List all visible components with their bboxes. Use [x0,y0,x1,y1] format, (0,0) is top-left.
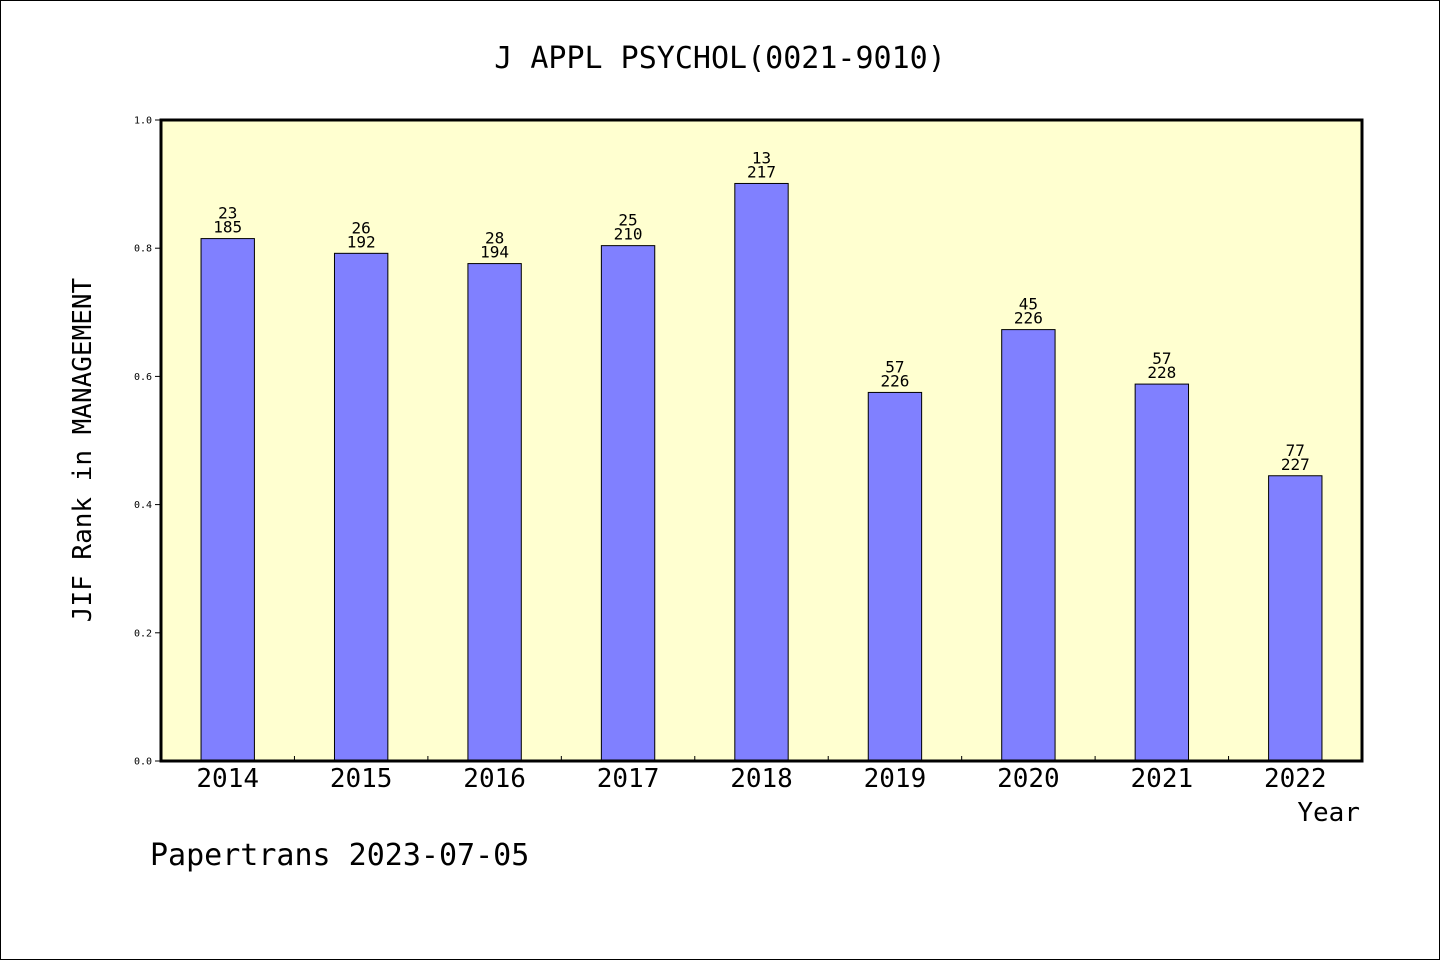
bar-rank-label-2016: 28 [485,229,504,248]
bar-2014 [200,238,255,762]
bar-total-label-2015: 192 [347,232,376,251]
bar-2021 [1134,383,1190,762]
bar-rank-label-2019: 57 [885,357,904,376]
y-axis-ticks: 0.0 0.2 0.4 0.6 0.8 1.0 [134,116,161,768]
bar-total-label-2021: 228 [1147,363,1176,382]
bar-total-label-2022: 227 [1281,455,1310,474]
chart-title: J APPL PSYCHOL(0021-9010) [494,41,946,76]
bar-2018 [734,182,789,762]
bar-total-label-2018: 217 [747,162,776,181]
bar-rank-label-2014: 23 [218,204,237,223]
y-axis-label: JIF Rank in MANAGEMENT [68,277,98,622]
bar-total-label-2017: 210 [614,225,643,244]
bar-rank-label-2018: 13 [752,148,771,167]
x-tick-label-2017: 2017 [597,764,660,794]
bar-rank-label-2020: 45 [1019,295,1038,314]
bar-total-label-2016: 194 [480,243,509,262]
footer-date-stamp: Papertrans 2023-07-05 [150,838,529,873]
bar-2019 [867,391,923,762]
y-tick-label-1.0: 1.0 [134,116,152,127]
y-tick-label-0.0: 0.0 [134,757,152,768]
x-axis-ticks: 2014 2015 2016 2017 2018 2019 2020 2021 2022 [196,756,1327,794]
x-tick-label-2014: 2014 [196,764,259,794]
bar-rank-label-2015: 26 [352,218,371,237]
x-tick-label-2022: 2022 [1264,764,1327,794]
x-tick-label-2020: 2020 [997,764,1060,794]
bar-2015 [333,252,389,762]
bar-rank-label-2021: 57 [1152,349,1171,368]
y-tick-label-0.6: 0.6 [134,372,152,383]
bar-2016 [467,263,522,762]
x-tick-label-2016: 2016 [463,764,526,794]
bar-2022 [1268,475,1323,762]
x-tick-label-2018: 2018 [730,764,793,794]
plot-border [159,118,1364,763]
bar-rank-label-2017: 25 [618,211,637,230]
bar-2020 [1001,329,1056,762]
bar-total-label-2014: 185 [213,218,242,237]
bar-2017 [600,245,656,762]
y-tick-label-0.4: 0.4 [134,500,152,511]
bar-total-label-2020: 226 [1014,309,1043,328]
bars-layer [200,182,1323,762]
bar-rank-label-2022: 77 [1286,441,1305,460]
x-tick-label-2015: 2015 [330,764,393,794]
bar-total-label-2019: 226 [880,371,909,390]
y-tick-label-0.8: 0.8 [134,244,152,255]
x-tick-label-2021: 2021 [1131,764,1194,794]
x-tick-label-2019: 2019 [864,764,927,794]
y-tick-label-0.2: 0.2 [134,628,152,639]
x-axis-label: Year [1297,798,1360,828]
